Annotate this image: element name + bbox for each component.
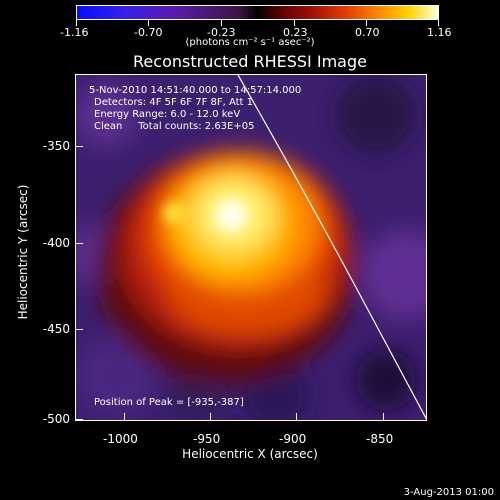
colorbar-tick-label: 0.23 xyxy=(283,26,308,39)
y-axis-label: Heliocentric Y (arcsec) xyxy=(16,184,30,320)
y-tick xyxy=(75,146,83,147)
colorbar-tick-label: -0.70 xyxy=(134,26,163,39)
colorbar-tick-label: -1.16 xyxy=(60,26,89,39)
y-tick xyxy=(75,329,83,330)
x-axis-label: Heliocentric X (arcsec) xyxy=(182,447,318,461)
peak-position-label: Position of Peak = [-935,-387] xyxy=(94,397,244,408)
colorbar xyxy=(76,5,439,20)
y-tick xyxy=(75,243,83,244)
x-tick xyxy=(210,413,211,421)
colorbar-tick xyxy=(148,20,149,26)
colorbar-tick-label: -0.23 xyxy=(207,26,236,39)
x-tick xyxy=(383,413,384,421)
rhessi-image xyxy=(76,75,426,420)
x-tick-label: -850 xyxy=(366,432,394,446)
x-tick xyxy=(296,413,297,421)
colorbar-tick xyxy=(366,20,367,26)
energy-range-label: Energy Range: 6.0 - 12.0 keV xyxy=(94,109,241,120)
x-tick xyxy=(124,413,125,421)
colorbar-tick xyxy=(76,20,77,26)
y-tick-label: -350 xyxy=(42,139,70,153)
time-range: 5-Nov-2010 14:51:40.000 to 14:57:14.000 xyxy=(89,85,302,96)
y-tick-label: -500 xyxy=(42,412,70,426)
x-tick-label: -1000 xyxy=(103,432,138,446)
x-tick-label: -900 xyxy=(279,432,307,446)
colorbar-tick xyxy=(221,20,222,26)
x-tick-label: -950 xyxy=(193,432,221,446)
image-plot: 5-Nov-2010 14:51:40.000 to 14:57:14.000 … xyxy=(75,74,427,421)
colorbar-tick-label: 0.70 xyxy=(355,26,380,39)
colorbar-tick xyxy=(294,20,295,26)
detectors-label: Detectors: 4F 5F 6F 7F 8F, Att 1 xyxy=(94,97,254,108)
clean-counts-label: Clean Total counts: 2.63E+05 xyxy=(94,121,255,132)
footer-date: 3-Aug-2013 01:00 xyxy=(403,487,494,498)
y-tick xyxy=(75,419,83,420)
colorbar-unit: (photons cm⁻² s⁻¹ asec⁻²) xyxy=(185,37,315,48)
plot-title: Reconstructed RHESSI Image xyxy=(133,52,367,71)
colorbar-tick xyxy=(438,20,439,26)
solar-limb-line xyxy=(237,75,426,420)
y-tick-label: -450 xyxy=(42,322,70,336)
y-tick-label: -400 xyxy=(42,236,70,250)
colorbar-tick-label: 1.16 xyxy=(427,26,452,39)
